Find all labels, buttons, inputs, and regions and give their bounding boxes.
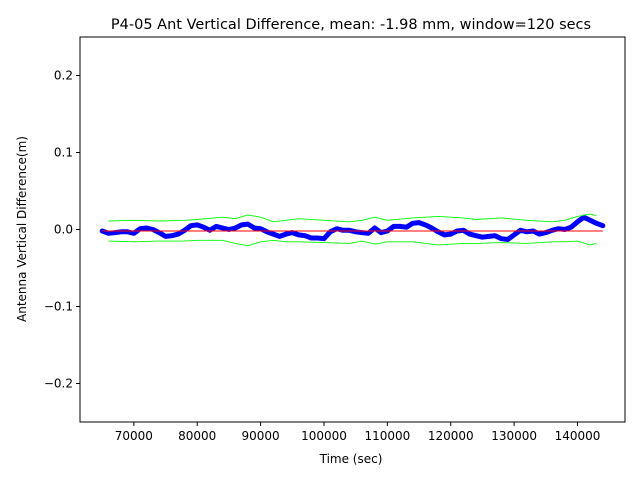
data-point <box>214 224 219 229</box>
data-point <box>524 229 529 234</box>
data-point <box>543 230 548 235</box>
data-point <box>334 226 339 231</box>
data-point <box>499 236 504 241</box>
data-point <box>492 233 498 238</box>
data-point <box>391 224 396 229</box>
data-point <box>163 234 168 239</box>
x-tick-label: 80000 <box>178 429 216 443</box>
data-point <box>125 229 130 234</box>
y-tick-label: 0.0 <box>54 223 73 237</box>
data-point <box>511 232 517 238</box>
data-point <box>473 233 479 238</box>
data-point <box>416 220 422 225</box>
data-point <box>429 225 434 231</box>
data-point <box>245 221 251 227</box>
data-point <box>480 235 485 240</box>
data-point <box>106 231 111 236</box>
data-point <box>537 231 542 237</box>
data-point <box>144 225 149 231</box>
data-point <box>410 221 415 226</box>
y-tick-label: 0.2 <box>54 69 73 83</box>
data-point <box>486 234 491 239</box>
data-point <box>397 224 403 229</box>
chart-title: P4-05 Ant Vertical Difference, mean: -1.… <box>111 17 591 33</box>
data-point <box>581 215 586 220</box>
x-tick-label: 90000 <box>242 429 280 443</box>
data-point <box>182 228 187 233</box>
data-point <box>188 223 194 228</box>
data-point <box>302 233 308 238</box>
data-point <box>518 228 523 233</box>
data-point <box>157 230 162 235</box>
data-point <box>556 226 561 231</box>
x-axis-title: Time (sec) <box>319 452 383 466</box>
data-point <box>169 233 175 238</box>
data-point <box>359 230 365 235</box>
data-point <box>195 222 200 228</box>
data-point <box>378 230 384 235</box>
data-point <box>283 231 289 237</box>
data-point <box>461 228 466 233</box>
x-tick-label: 70000 <box>115 429 153 443</box>
x-tick-label: 110000 <box>364 429 410 443</box>
data-point <box>277 234 282 239</box>
x-tick-label: 140000 <box>555 429 601 443</box>
data-point <box>271 231 276 237</box>
data-point <box>423 222 428 228</box>
data-point <box>549 228 555 233</box>
x-tick-label: 100000 <box>301 429 347 443</box>
x-tick-label: 130000 <box>491 429 537 443</box>
data-point <box>131 231 137 236</box>
data-point <box>347 228 352 233</box>
series-line-lower-band <box>108 239 597 247</box>
data-point <box>328 229 333 234</box>
data-point <box>575 219 580 224</box>
data-point <box>258 226 263 231</box>
data-point <box>239 222 244 228</box>
y-tick-label: −0.1 <box>44 300 73 314</box>
axes: 70000 80000 90000 100000 110000 120000 130000 1… <box>44 36 626 443</box>
data-point <box>207 228 213 233</box>
data-point <box>435 229 441 234</box>
data-point <box>315 235 320 241</box>
y-tick-label: −0.2 <box>44 377 73 391</box>
data-point <box>296 232 301 238</box>
data-point <box>568 225 574 230</box>
data-point <box>505 237 510 242</box>
series-line-upper-band <box>108 213 597 223</box>
data-point <box>220 225 225 231</box>
data-point <box>594 221 599 226</box>
data-point <box>467 231 472 237</box>
data-point <box>442 232 447 238</box>
data-point <box>309 235 314 241</box>
x-tick-label: 120000 <box>428 429 474 443</box>
data-point <box>264 229 270 234</box>
data-point <box>587 218 593 223</box>
data-point <box>321 236 327 241</box>
data-point <box>176 231 181 237</box>
y-tick-label: 0.1 <box>54 146 73 160</box>
data-point <box>600 223 605 228</box>
data-point <box>138 226 143 231</box>
data-point <box>252 225 257 231</box>
y-axis-title: Antenna Vertical Difference(m) <box>15 136 29 322</box>
plot-area <box>99 213 606 247</box>
data-point <box>112 230 118 235</box>
data-point <box>366 231 371 236</box>
data-point <box>233 225 238 231</box>
data-point <box>372 225 377 231</box>
data-point <box>290 230 295 235</box>
data-point <box>340 228 346 233</box>
data-point <box>119 229 124 234</box>
data-point <box>404 225 409 230</box>
data-point <box>353 229 358 234</box>
data-point <box>201 225 206 230</box>
data-point <box>448 231 453 237</box>
